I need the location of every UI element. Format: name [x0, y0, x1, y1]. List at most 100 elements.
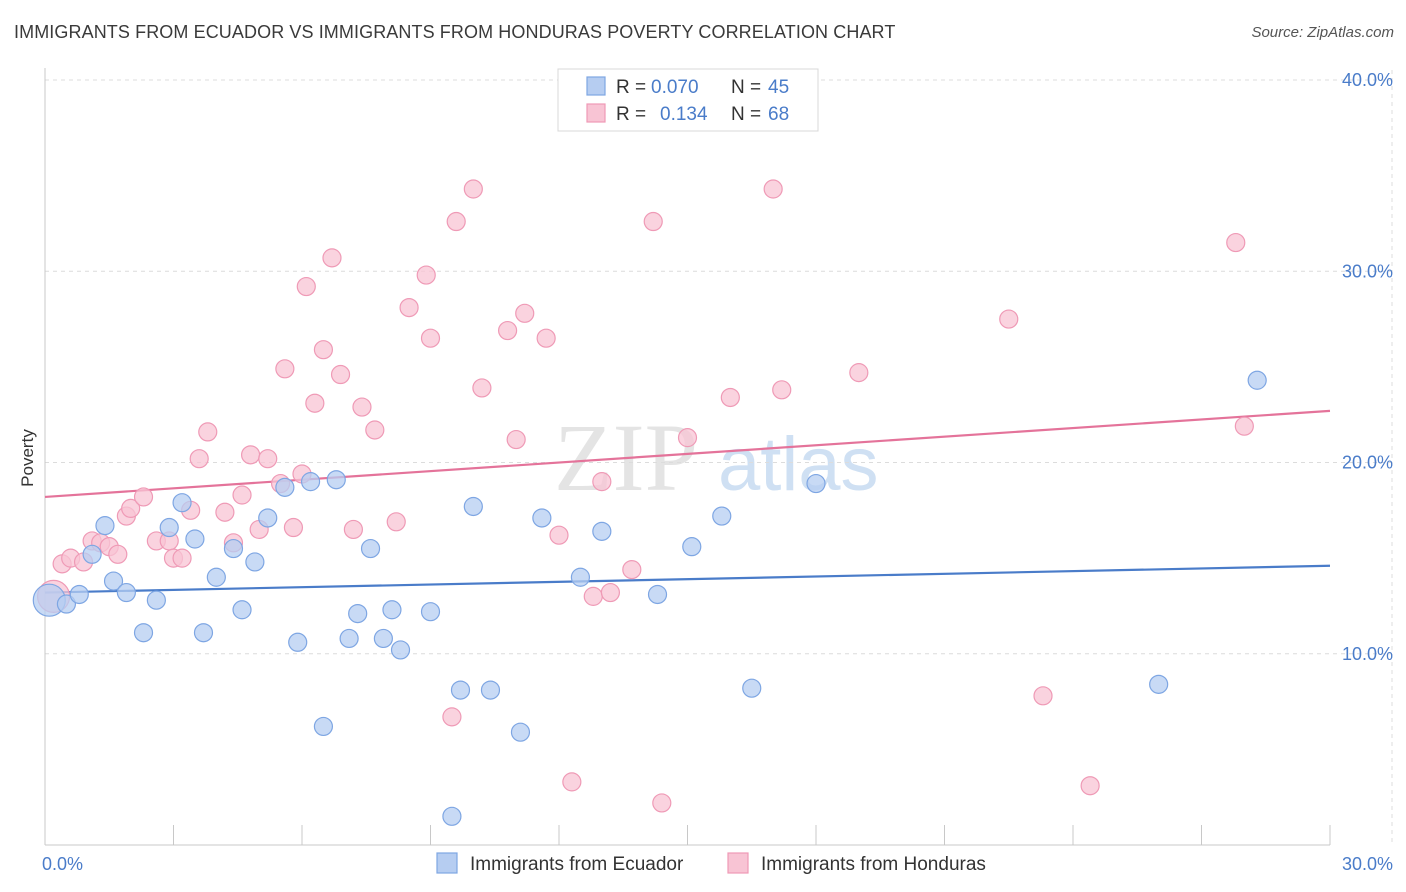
point-series-0-39	[682, 537, 702, 557]
point-series-0-24	[348, 603, 368, 624]
point-series-1-43	[472, 378, 492, 398]
legend-n-label-honduras: N =	[731, 104, 761, 125]
point-series-1-14	[172, 548, 192, 568]
trend-line-0	[44, 564, 1331, 594]
point-series-1-52	[600, 582, 621, 603]
point-series-0-12	[193, 623, 214, 643]
bottom-legend-label-honduras: Immigrants from Honduras	[761, 854, 986, 875]
trend-lines	[44, 409, 1331, 594]
point-series-1-59	[772, 380, 792, 400]
legend-r-label-ecuador: R =	[616, 77, 646, 98]
point-series-0-5	[103, 571, 124, 591]
point-series-1-39	[420, 328, 441, 348]
point-series-0-13	[206, 567, 226, 587]
point-series-0-22	[326, 470, 346, 490]
tick-labels: 10.0% 20.0% 30.0% 40.0% 0.0% 30.0%	[42, 70, 1393, 874]
legend-n-value-honduras: 68	[768, 104, 789, 125]
point-series-0-38	[647, 584, 668, 605]
point-series-1-57	[720, 387, 740, 408]
point-series-1-17	[198, 422, 218, 442]
bottom-legend-swatch-honduras	[727, 852, 749, 874]
point-series-1-16	[189, 449, 209, 469]
y-axis-label: Poverty	[18, 429, 37, 487]
point-series-1-26	[283, 517, 304, 538]
point-series-1-23	[258, 449, 278, 469]
x-tick-label-0: 0.0%	[42, 854, 83, 874]
point-series-0-29	[420, 602, 441, 622]
point-series-1-50	[583, 586, 603, 606]
point-series-1-41	[446, 211, 466, 232]
point-series-1-34	[352, 397, 372, 417]
point-series-0-42	[806, 473, 826, 494]
point-series-1-28	[296, 276, 316, 297]
point-series-0-28	[390, 640, 411, 660]
point-series-1-46	[515, 303, 535, 323]
point-series-1-58	[763, 179, 783, 199]
point-series-1-40	[442, 707, 462, 727]
point-series-1-48	[549, 525, 569, 545]
point-series-1-55	[652, 793, 672, 813]
x-tick-label-1: 30.0%	[1342, 854, 1393, 874]
point-series-1-51	[592, 472, 612, 492]
legend-r-value-honduras: 0.134	[660, 104, 708, 125]
point-series-0-25	[360, 538, 381, 559]
point-series-0-23	[339, 628, 359, 649]
point-series-1-42	[463, 179, 483, 199]
point-series-1-38	[416, 265, 436, 285]
legend-swatch-ecuador	[586, 76, 606, 96]
chart-title: IMMIGRANTS FROM ECUADOR VS IMMIGRANTS FR…	[14, 22, 896, 42]
legend-n-value-ecuador: 45	[768, 77, 789, 98]
point-series-0-43	[1149, 674, 1169, 694]
y-tick-label-0: 10.0%	[1342, 644, 1393, 664]
watermark: ZIP atlas	[554, 404, 879, 511]
y-tick-label-3: 40.0%	[1342, 70, 1393, 90]
bottom-legend-label-ecuador: Immigrants from Ecuador	[470, 854, 684, 875]
point-series-0-31	[450, 680, 471, 700]
legend-n-label-ecuador: N =	[731, 77, 761, 98]
point-series-1-62	[1033, 686, 1053, 706]
point-series-0-8	[146, 590, 166, 610]
legend-swatch-honduras	[586, 103, 606, 123]
y-tick-label-1: 20.0%	[1342, 453, 1393, 473]
point-series-0-41	[742, 678, 762, 698]
point-series-1-32	[330, 364, 351, 385]
point-series-0-7	[133, 623, 154, 643]
point-series-1-49	[562, 772, 582, 792]
point-series-0-44	[1247, 370, 1267, 390]
point-series-1-9	[121, 498, 141, 518]
point-series-1-10	[133, 487, 154, 507]
point-series-1-21	[241, 445, 261, 465]
point-series-1-29	[305, 393, 325, 413]
legend-r-value-ecuador: 0.070	[651, 77, 699, 98]
trend-line-1	[44, 409, 1331, 499]
point-series-1-7	[108, 544, 128, 564]
point-series-1-33	[343, 519, 363, 540]
point-series-0-27	[382, 600, 402, 620]
point-series-0-19	[288, 632, 308, 652]
point-series-0-2	[69, 584, 89, 605]
point-series-0-34	[510, 722, 531, 742]
point-series-1-31	[322, 248, 342, 268]
point-series-1-65	[1234, 416, 1254, 436]
y-tick-label-2: 30.0%	[1342, 261, 1393, 281]
point-series-0-37	[592, 521, 612, 541]
point-series-0-40	[712, 506, 732, 526]
point-series-0-14	[223, 538, 244, 559]
point-series-0-21	[313, 716, 334, 737]
point-series-1-61	[999, 309, 1019, 329]
point-series-0-36	[570, 567, 591, 587]
point-series-0-18	[275, 477, 295, 497]
point-series-1-36	[386, 512, 406, 532]
point-series-1-25	[275, 359, 295, 379]
data-points	[32, 179, 1267, 826]
point-series-1-20	[232, 485, 252, 505]
point-series-0-32	[463, 496, 483, 517]
point-series-0-35	[532, 508, 552, 528]
axes	[44, 68, 1331, 846]
point-series-0-4	[95, 516, 115, 536]
point-series-0-33	[480, 680, 501, 700]
point-series-1-45	[506, 429, 526, 450]
point-series-1-18	[215, 502, 235, 522]
point-series-0-26	[373, 628, 393, 649]
point-series-1-60	[849, 363, 869, 383]
